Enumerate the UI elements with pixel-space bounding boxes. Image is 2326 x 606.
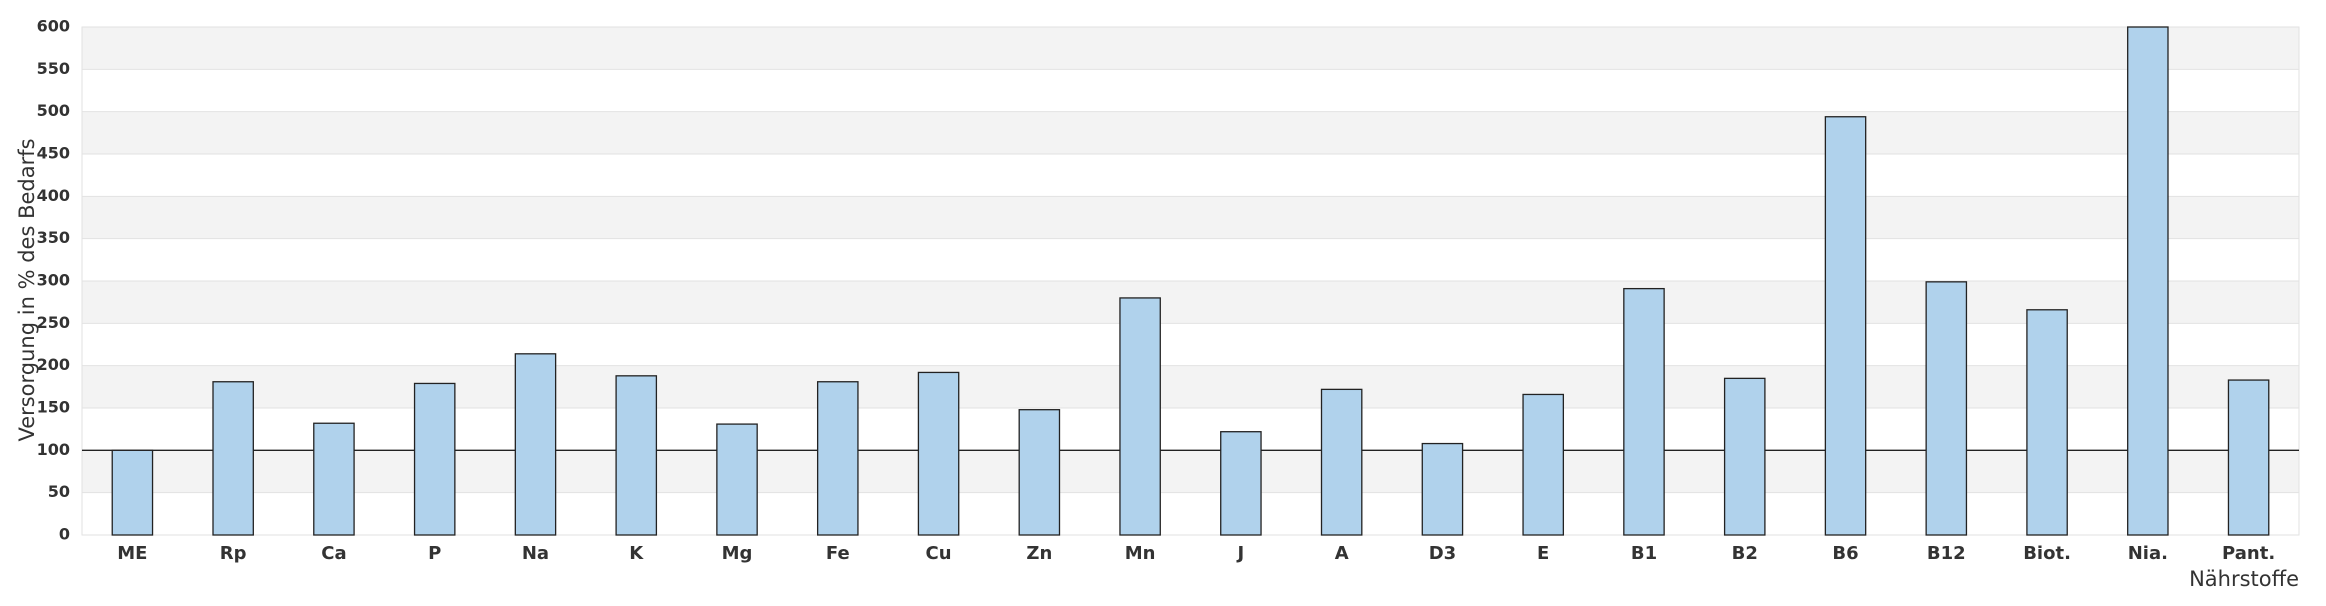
bar xyxy=(1421,442,1464,536)
x-tick-label: Pant. xyxy=(2222,543,2275,564)
x-tick-label: B2 xyxy=(1732,543,1758,564)
x-tick-label: Rp xyxy=(220,543,247,564)
x-tick-label: B6 xyxy=(1832,543,1858,564)
x-tick-label: D3 xyxy=(1429,543,1456,564)
y-tick-label: 150 xyxy=(37,398,70,417)
bar xyxy=(2127,26,2169,536)
y-tick-label: 550 xyxy=(37,59,70,78)
x-tick-label: Cu xyxy=(926,543,952,564)
x-tick-label: Nia. xyxy=(2128,543,2168,564)
x-tick-label: Zn xyxy=(1026,543,1052,564)
grid-band xyxy=(82,111,2299,154)
bar xyxy=(2227,379,2270,536)
bar xyxy=(1824,116,1867,536)
y-tick-label: 0 xyxy=(59,525,70,544)
bar xyxy=(1220,431,1262,536)
x-tick-label: J xyxy=(1236,543,1245,564)
x-tick-label: Biot. xyxy=(2023,543,2071,564)
bar xyxy=(1320,388,1363,536)
bar xyxy=(716,423,758,536)
y-tick-label: 400 xyxy=(37,186,70,205)
bar xyxy=(413,382,456,536)
bar xyxy=(816,381,859,536)
bar xyxy=(1018,409,1061,536)
grid-band xyxy=(82,27,2299,70)
y-tick-label: 100 xyxy=(37,440,70,459)
y-tick-label: 350 xyxy=(37,228,70,247)
y-axis-title: Versorgung in % des Bedarfs xyxy=(15,138,39,441)
y-tick-label: 200 xyxy=(37,355,70,374)
bar xyxy=(1925,281,1968,536)
x-tick-label: Mn xyxy=(1125,543,1156,564)
x-axis-title: Nährstoffe xyxy=(2189,567,2299,591)
x-tick-label: Ca xyxy=(321,543,346,564)
x-tick-label: A xyxy=(1335,543,1349,564)
y-tick-label: 250 xyxy=(37,313,70,332)
x-tick-label: Mg xyxy=(722,543,753,564)
bar xyxy=(1623,287,1665,536)
y-tick-label: 300 xyxy=(37,271,70,290)
x-tick-label: Na xyxy=(522,543,549,564)
bar xyxy=(1522,393,1565,536)
bar xyxy=(917,371,960,536)
grid-band xyxy=(82,196,2299,239)
x-tick-label: ME xyxy=(117,543,147,564)
bar xyxy=(615,375,658,536)
bar xyxy=(111,449,154,536)
bar xyxy=(1119,297,1161,536)
bar xyxy=(1723,377,1766,536)
bar xyxy=(514,353,557,536)
x-tick-label: Fe xyxy=(826,543,850,564)
bar xyxy=(212,381,254,536)
plot-border xyxy=(81,26,2300,536)
x-tick-label: P xyxy=(428,543,441,564)
y-tick-label: 450 xyxy=(37,144,70,163)
y-tick-label: 500 xyxy=(37,101,70,120)
x-tick-label: E xyxy=(1537,543,1549,564)
y-tick-label: 50 xyxy=(48,482,70,501)
bar xyxy=(2026,309,2068,536)
x-tick-label: K xyxy=(629,543,644,564)
x-tick-label: B12 xyxy=(1927,543,1966,564)
y-tick-label: 600 xyxy=(37,17,70,36)
x-tick-label: B1 xyxy=(1631,543,1657,564)
bar xyxy=(313,422,355,536)
